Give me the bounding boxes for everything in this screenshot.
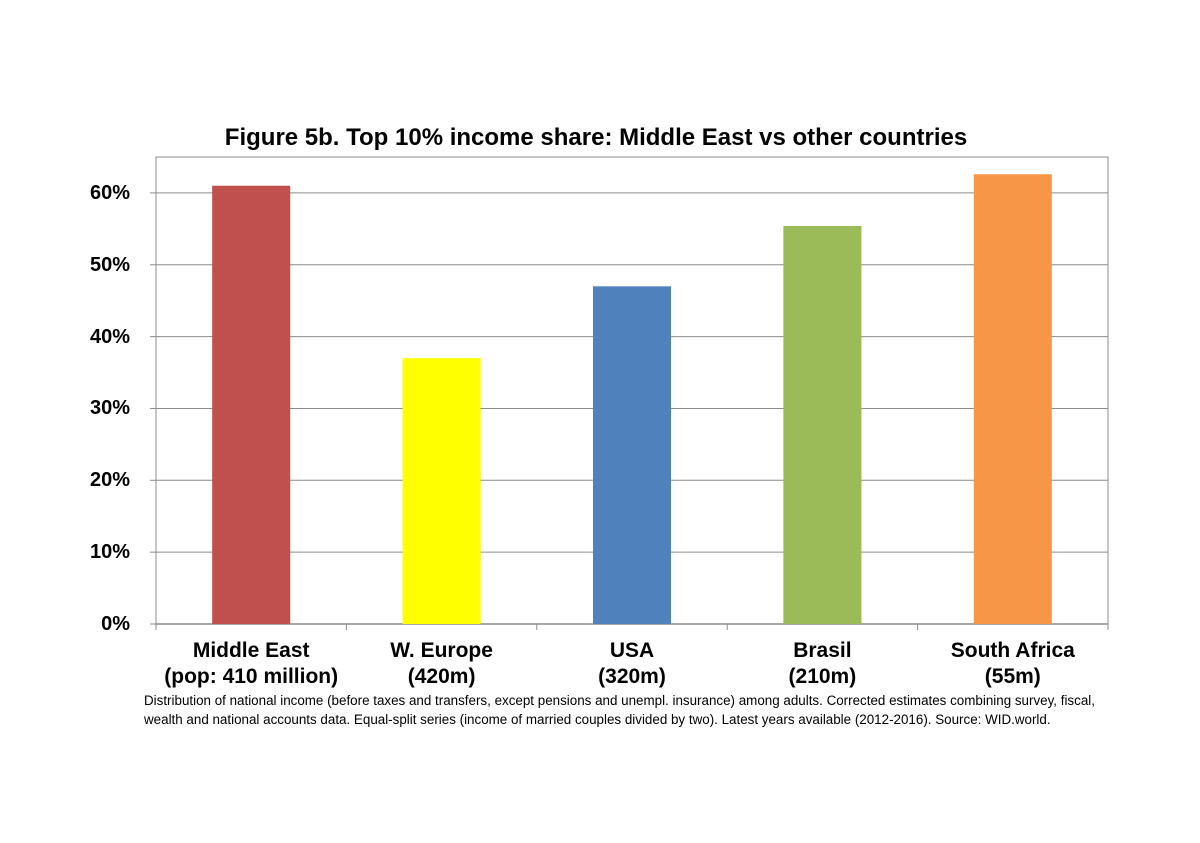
bar (212, 185, 291, 624)
footnote: Distribution of national income (before … (144, 691, 1104, 729)
category-population: (210m) (788, 665, 857, 688)
category-name: USA (609, 639, 655, 662)
y-tick-label: 30% (89, 397, 130, 420)
bar (783, 225, 862, 625)
category-name: Brasil (793, 639, 852, 662)
y-tick-label: 0% (101, 613, 130, 635)
category-population: (pop: 410 million) (164, 665, 339, 688)
y-tick-label: 20% (89, 469, 130, 492)
category-name: South Africa (950, 639, 1075, 662)
x-category-label: USA (320m) (522, 638, 742, 690)
y-tick-label: 40% (89, 325, 130, 348)
x-category-label: South Africa (55m) (903, 638, 1123, 690)
x-category-label: Brasil (210m) (712, 638, 932, 690)
bar (592, 286, 672, 624)
category-population: (55m) (984, 665, 1041, 688)
y-tick-label: 10% (89, 541, 130, 564)
bar (973, 174, 1052, 624)
bar (402, 358, 481, 624)
x-category-label: W. Europe (420m) (332, 638, 552, 690)
category-population: (320m) (598, 665, 666, 688)
footnote-line-1: Distribution of national income (before … (144, 693, 1095, 708)
chart-title: Figure 5b. Top 10% income share: Middle … (224, 124, 968, 151)
category-name: W. Europe (390, 639, 493, 662)
y-tick-label: 60% (89, 181, 130, 204)
footnote-line-2: wealth and national accounts data. Equal… (144, 712, 1051, 727)
x-category-label: Middle East (pop: 410 million) (141, 638, 361, 690)
y-tick-label: 50% (89, 253, 130, 276)
category-population: (420m) (407, 665, 476, 688)
category-name: Middle East (192, 639, 310, 662)
